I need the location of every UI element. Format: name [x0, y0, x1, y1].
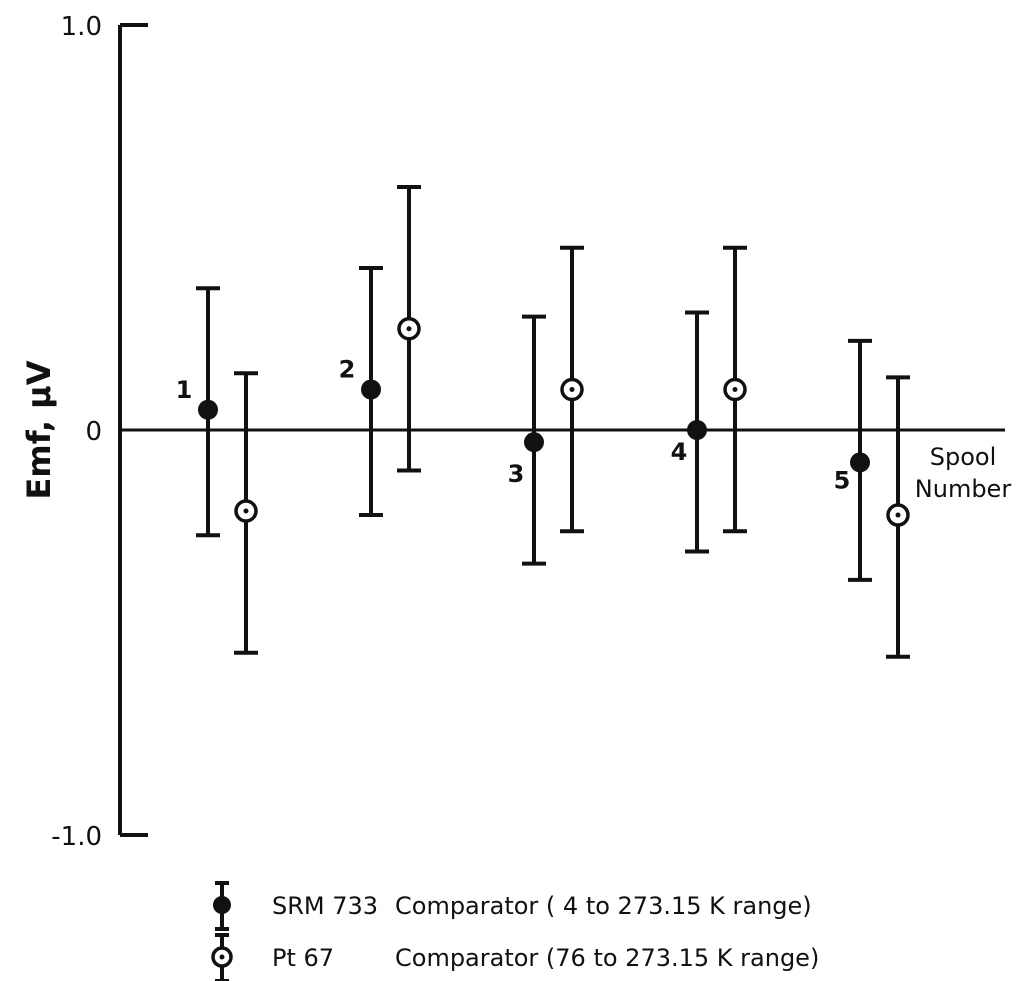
open-point-center-dot: [895, 512, 901, 518]
filled-point-marker: [361, 379, 381, 400]
spool-label: 3: [508, 460, 525, 488]
series-1: [234, 185, 910, 659]
filled-point-marker: [687, 420, 707, 440]
open-point-center-dot: [569, 387, 575, 392]
legend-series-description: Comparator ( 4 to 273.15 K range): [395, 892, 812, 920]
series-0: [196, 266, 872, 582]
chart-labels: 1.0 0 -1.0 Emf, μV Spool Number 1 2 3 4 5: [20, 12, 1011, 852]
y-axis-title: Emf, μV: [20, 360, 58, 499]
spool-label: 5: [834, 466, 851, 494]
legend-series-name: Pt 67: [272, 944, 334, 972]
legend-entry-0: SRM 733 Comparator ( 4 to 273.15 K range): [213, 881, 812, 931]
legend-entry-1: Pt 67 Comparator (76 to 273.15 K range): [211, 933, 819, 981]
open-point-center-dot: [243, 508, 249, 514]
spool-label: 4: [671, 438, 688, 466]
open-point-center-dot: [732, 387, 738, 392]
filled-point-marker: [850, 452, 870, 473]
x-axis-note-line: Number: [915, 475, 1012, 503]
legend-series-name: SRM 733: [272, 892, 378, 920]
y-tick-label: 0: [85, 417, 102, 447]
filled-point-marker: [198, 399, 218, 420]
legend: SRM 733 Comparator ( 4 to 273.15 K range)…: [211, 881, 819, 981]
open-point-center-dot: [406, 326, 412, 332]
spool-label: 1: [176, 376, 193, 404]
filled-point-marker: [524, 432, 544, 453]
spool-label: 2: [339, 356, 356, 384]
chart-marks: [196, 185, 910, 659]
legend-series-description: Comparator (76 to 273.15 K range): [395, 944, 819, 972]
y-tick-label: -1.0: [51, 822, 102, 852]
filled-point-marker: [213, 896, 231, 914]
y-tick-label: 1.0: [61, 12, 102, 42]
axes: [118, 23, 1005, 837]
open-point-center-dot: [219, 954, 225, 960]
x-axis-note-line: Spool: [930, 443, 997, 471]
